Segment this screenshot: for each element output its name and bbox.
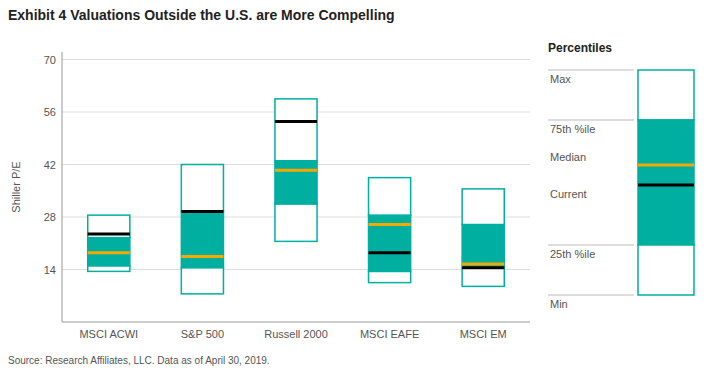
source: Source: Research Affiliates, LLC. Data a…: [8, 355, 270, 366]
box-upper: [275, 99, 317, 161]
grid-line: [62, 269, 530, 270]
legend-label: Min: [550, 298, 568, 310]
y-tick-label: 28: [44, 211, 56, 223]
y-tick-label: 70: [44, 54, 56, 66]
median-line: [181, 255, 223, 258]
box-lower: [88, 266, 130, 272]
box-lower: [369, 271, 411, 282]
x-tick-label: MSCI ACWI: [79, 328, 138, 340]
legend-swatch: [638, 164, 694, 167]
x-tick-label: MSCI EAFE: [360, 328, 419, 340]
current-line: [275, 120, 317, 123]
legend-separator: [548, 70, 634, 71]
legend-label: 75th %ile: [550, 123, 595, 135]
box-upper: [181, 165, 223, 212]
box-middle: [369, 215, 411, 271]
y-axis-line: [62, 52, 63, 322]
box-lower: [275, 204, 317, 242]
legend-swatch: [638, 184, 694, 187]
legend: Percentiles Max 75th %ile Median Current 25th…: [548, 41, 694, 310]
box-lower: [462, 268, 504, 287]
grid-line: [62, 59, 530, 60]
legend-separator: [548, 295, 634, 296]
x-tick-label: MSCI EM: [460, 328, 507, 340]
median-line: [88, 251, 130, 254]
legend-title: Percentiles: [548, 41, 612, 55]
legend-label: Current: [550, 188, 587, 200]
box-middle: [462, 225, 504, 268]
y-axis-label: Shiller P/E: [10, 161, 22, 212]
x-tick-label: S&P 500: [181, 328, 224, 340]
legend-swatch: [638, 120, 694, 245]
y-tick-label: 14: [44, 264, 56, 276]
current-line: [88, 232, 130, 235]
box-lower: [181, 268, 223, 294]
legend-label: Median: [550, 151, 586, 163]
y-tick-label: 56: [44, 106, 56, 118]
title: Exhibit 4 Valuations Outside the U.S. ar…: [8, 7, 395, 23]
box-upper: [88, 215, 130, 238]
median-line: [275, 169, 317, 172]
median-line: [462, 262, 504, 265]
median-line: [369, 223, 411, 226]
current-line: [462, 266, 504, 269]
legend-label: Max: [550, 73, 571, 85]
legend-separator: [548, 120, 634, 121]
box-middle: [181, 211, 223, 267]
legend-separator: [548, 245, 634, 246]
chart: Exhibit 4 Valuations Outside the U.S. ar…: [0, 0, 720, 370]
legend-swatch: [638, 245, 694, 295]
y-tick-label: 42: [44, 159, 56, 171]
box-middle: [275, 161, 317, 204]
x-axis-line: [62, 322, 530, 323]
box-upper: [462, 189, 504, 225]
legend-label: 25th %ile: [550, 248, 595, 260]
box-upper: [369, 178, 411, 216]
plot-area: [88, 99, 505, 294]
box-middle: [88, 238, 130, 266]
current-line: [369, 251, 411, 254]
current-line: [181, 210, 223, 213]
x-tick-label: Russell 2000: [264, 328, 328, 340]
legend-swatch: [638, 70, 694, 120]
